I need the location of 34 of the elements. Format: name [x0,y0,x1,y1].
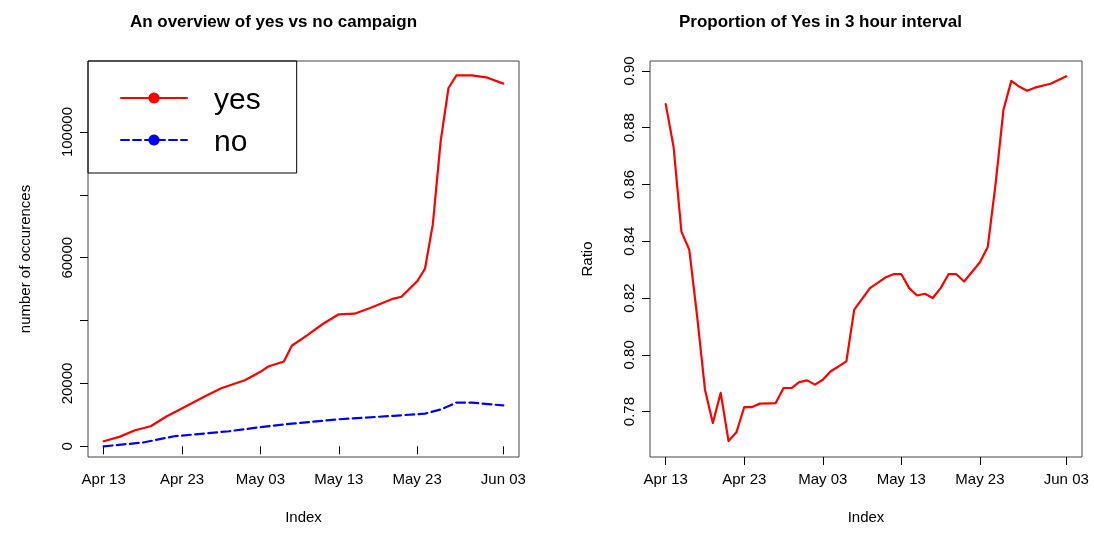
x-tick-label: May 23 [392,470,442,487]
y-tick-label: 0.82 [620,283,637,313]
x-tick-label: Apr 13 [643,470,688,487]
legend-label: no [214,123,248,157]
y-tick-label: 0.90 [620,56,637,86]
legend-label: yes [214,81,261,115]
y-tick-label: 100000 [58,107,75,158]
y-tick-label: 0.78 [620,396,637,427]
y-tick-label: 0.80 [620,340,637,370]
chart-title: An overview of yes vs no campaign [129,12,418,31]
x-tick-label: May 03 [235,470,285,487]
chart-title: Proportion of Yes in 3 hour interval [678,12,963,31]
x-tick-label: May 03 [798,470,848,487]
line-series [102,401,505,448]
x-tick-label: May 13 [876,470,926,487]
x-tick-label: Apr 23 [722,470,767,487]
y-axis-title: number of occurences [16,184,33,334]
y-tick-label: 0.88 [620,113,637,143]
x-tick-label: Apr 13 [81,470,126,487]
x-tick-label: May 13 [314,470,364,487]
x-axis-title: Index [285,508,323,525]
x-tick-label: Jun 03 [1043,470,1089,487]
line-series [664,75,1068,443]
y-tick-label: 0.84 [620,226,637,256]
x-tick-label: Apr 23 [159,470,205,487]
x-axis-title: Index [847,508,885,525]
y-axis-title: Ratio [578,241,595,277]
y-tick-label: 60000 [58,236,75,279]
line-series [102,74,505,443]
y-tick-label: 0 [58,442,75,451]
x-tick-label: May 23 [955,470,1005,487]
y-tick-label: 0.86 [620,169,637,200]
y-tick-label: 20000 [58,362,75,405]
x-tick-label: Jun 03 [480,470,526,487]
